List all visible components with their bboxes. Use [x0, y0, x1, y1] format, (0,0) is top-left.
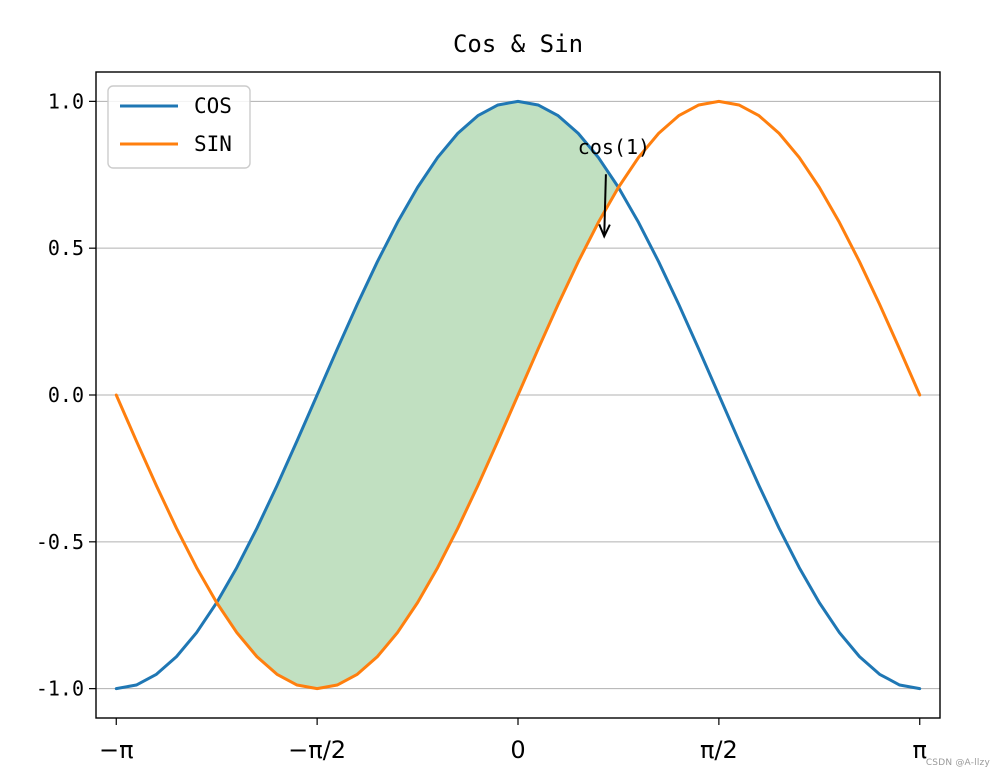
- chart-title: Cos & Sin: [453, 30, 583, 58]
- y-axis: -1.0 -0.5 0.0 0.5 1.0: [36, 89, 96, 701]
- y-tick-label: 1.0: [48, 89, 84, 113]
- x-tick-label: 0: [510, 736, 525, 764]
- y-tick-label: 0.0: [48, 383, 84, 407]
- fill-between-polygon: [216, 101, 619, 689]
- watermark-text: CSDN @A-llzy: [925, 758, 990, 768]
- fill-between-area: [216, 101, 619, 689]
- x-tick-label: π/2: [700, 736, 738, 764]
- x-tick-label: −π: [99, 736, 134, 764]
- series-lines: [114, 99, 922, 691]
- x-axis: −π −π/2 0 π/2 π: [99, 718, 927, 764]
- legend-label-cos: COS: [194, 94, 232, 118]
- legend-label-sin: SIN: [194, 132, 232, 156]
- series-line-sin: [114, 99, 922, 691]
- y-tick-label: 0.5: [48, 236, 84, 260]
- annotation-arrow-shaft: [603, 174, 607, 237]
- series-line-cos: [114, 99, 922, 691]
- annotation: cos(1): [578, 135, 650, 239]
- x-tick-label: π: [913, 736, 927, 764]
- annotation-arrow-head: [598, 223, 611, 239]
- y-tick-label: -0.5: [36, 530, 84, 554]
- x-tick-label: −π/2: [288, 736, 346, 764]
- legend: COS SIN: [107, 85, 251, 169]
- y-tick-label: -1.0: [36, 677, 84, 701]
- annotation-label: cos(1): [578, 135, 650, 159]
